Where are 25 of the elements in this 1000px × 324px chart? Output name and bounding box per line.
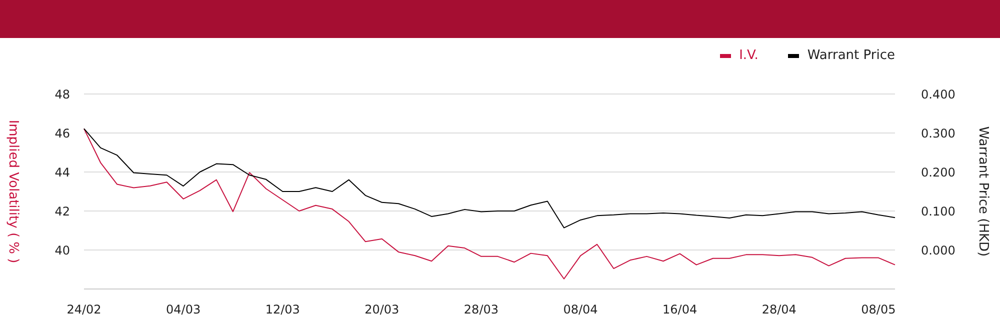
x-tick-label: 08/04 (563, 302, 598, 317)
y2-tick-label: 0.400 (921, 87, 956, 102)
x-tick-label: 28/03 (464, 302, 499, 317)
legend-label: I.V. (738, 48, 758, 63)
y2-tick-label: 0.300 (921, 126, 956, 140)
y-tick-label: 40 (54, 243, 70, 258)
y2-tick-label: 0.100 (921, 204, 956, 218)
x-tick-label: 12/03 (265, 302, 300, 317)
y-tick-label: 48 (54, 87, 70, 102)
y2-tick-label: 0.200 (921, 165, 956, 180)
x-tick-label: 28/04 (762, 302, 796, 317)
line-series (84, 128, 896, 280)
y-axis-title: Implied Volatility ( % ) (5, 120, 20, 264)
y2-tick-label: 0.000 (921, 243, 956, 258)
x-tick-label: 08/05 (861, 302, 896, 317)
x-tick-label: 24/02 (66, 302, 102, 317)
y-tick-label: 46 (54, 126, 70, 140)
y2-axis-title: Warrant Price (HKD) (975, 126, 990, 257)
x-tick-label: 16/04 (662, 302, 698, 317)
legend-label: Warrant Price (806, 48, 895, 63)
x-tick-label: 04/03 (166, 302, 201, 317)
x-tick-label: 20/03 (364, 302, 400, 317)
y-tick-label: 42 (54, 204, 70, 218)
y-tick-label: 44 (54, 165, 70, 180)
line-series (84, 128, 896, 228)
